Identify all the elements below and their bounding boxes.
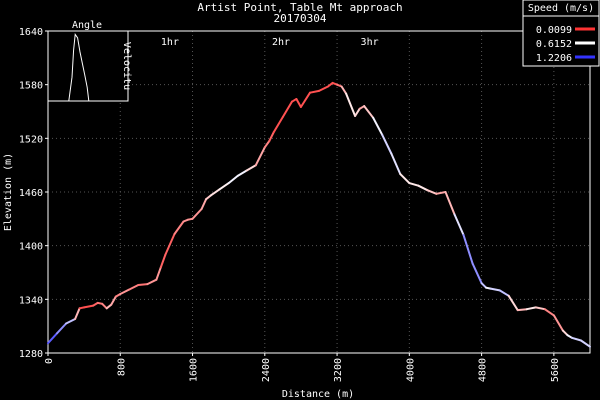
x-tick-label: 1600 — [189, 358, 200, 382]
elevation-segment — [480, 282, 488, 289]
y-tick-label: 1580 — [19, 81, 43, 92]
elevation-segment — [146, 278, 158, 286]
elevation-segment — [372, 116, 384, 136]
elevation-segment — [580, 339, 591, 348]
elevation-segment — [236, 169, 248, 177]
elevation-segment — [159, 253, 167, 269]
y-axis-label: Elevation (m) — [3, 153, 14, 231]
time-tick-label: 3hr — [361, 37, 379, 48]
x-tick-label: 4000 — [405, 358, 416, 382]
x-tick-label: 800 — [116, 358, 127, 376]
elevation-segment — [268, 131, 275, 142]
elevation-segment — [227, 174, 239, 185]
legend-entry-label: 1.2206 — [536, 53, 572, 64]
y-tick-label: 1340 — [19, 295, 43, 306]
legend-entry-label: 0.0099 — [536, 25, 572, 36]
elevation-segment — [462, 233, 474, 265]
elevation-segment — [74, 307, 81, 320]
y-tick-label: 1400 — [19, 242, 43, 253]
elevation-segment — [399, 173, 411, 185]
y-tick-label: 1640 — [19, 27, 43, 38]
inset-velocity-label: Velocitu — [121, 42, 132, 90]
elevation-segment — [390, 152, 402, 176]
elevation-segment — [363, 105, 375, 119]
elevation-segment — [309, 89, 320, 94]
elevation-segment — [354, 107, 361, 117]
elevation-segment — [498, 289, 510, 297]
elevation-segment — [507, 294, 519, 312]
elevation-segment — [318, 85, 329, 92]
x-tick-label: 5600 — [550, 358, 561, 382]
elevation-segment — [345, 92, 357, 117]
elevation-segment — [281, 100, 293, 118]
elevation-segment — [417, 184, 429, 192]
legend-entry-label: 0.6152 — [536, 39, 572, 50]
elevation-segment — [552, 314, 564, 332]
elevation-segment — [173, 220, 185, 235]
x-tick-label: 0 — [44, 358, 55, 364]
y-tick-label: 1520 — [19, 134, 43, 145]
elevation-segment — [381, 133, 393, 155]
elevation-segment — [570, 336, 582, 342]
elevation-segment — [435, 191, 447, 195]
elevation-segment — [561, 329, 569, 337]
elevation-segment — [155, 266, 162, 281]
x-axis-label: Distance (m) — [282, 389, 354, 400]
elevation-segment — [525, 306, 537, 311]
elevation-segment — [245, 164, 257, 172]
angle-velocity-inset: Angle Velocitu — [47, 20, 132, 102]
elevation-segment — [191, 208, 203, 220]
time-tick-label: 2hr — [272, 37, 290, 48]
inset-angle-label: Angle — [72, 20, 102, 31]
elevation-series — [47, 81, 591, 348]
elevation-segment — [489, 287, 501, 292]
elevation-segment — [471, 262, 483, 285]
elevation-segment — [272, 115, 284, 134]
inset-frame — [47, 30, 129, 102]
x-axis-ticks: 0 800 1600 2400 3200 4000 4800 5600 — [44, 353, 561, 382]
y-axis-ticks: 1280 1340 1400 1460 1520 1580 1640 — [19, 27, 48, 360]
elevation-segment — [516, 308, 528, 312]
elevation-segment — [110, 295, 117, 306]
elevation-segment — [444, 191, 456, 216]
elevation-segment — [164, 233, 176, 256]
elevation-segment — [128, 284, 140, 291]
legend-entries: 0.0099 0.6152 1.2206 — [536, 25, 595, 64]
elevation-segment — [137, 283, 149, 286]
legend-title: Speed (m/s) — [528, 3, 594, 14]
y-tick-label: 1280 — [19, 349, 43, 360]
x-tick-label: 2400 — [261, 358, 272, 382]
x-tick-label: 3200 — [333, 358, 344, 382]
elevation-segment — [543, 308, 555, 317]
elevation-segment — [299, 91, 311, 108]
elevation-segment — [200, 198, 208, 210]
speed-legend: Speed (m/s) 0.0099 0.6152 1.2206 — [522, 0, 600, 67]
elevation-segment — [119, 288, 131, 295]
elevation-segment — [83, 304, 95, 309]
elevation-segment — [340, 85, 348, 95]
elevation-segment — [56, 322, 68, 335]
x-tick-label: 4800 — [478, 358, 489, 382]
legend-frame — [522, 0, 600, 67]
chart-subtitle: 20170304 — [274, 12, 327, 25]
elevation-segment — [209, 188, 221, 197]
elevation-segment — [263, 140, 271, 149]
elevation-segment — [47, 332, 58, 345]
elevation-segment — [408, 182, 420, 187]
elevation-segment — [65, 318, 77, 325]
elevation-segment — [254, 146, 266, 167]
time-tick-label: 1hr — [161, 37, 179, 48]
elevation-segment — [534, 306, 546, 311]
elevation-segment — [453, 213, 465, 236]
elevation-segment — [295, 98, 302, 108]
chart-title: Artist Point, Table Mt approach — [197, 1, 402, 14]
y-tick-label: 1460 — [19, 188, 43, 199]
elevation-segment — [426, 189, 438, 195]
inset-profile-line — [48, 33, 90, 102]
elevation-segment — [218, 182, 230, 191]
elevation-segment — [101, 302, 108, 310]
